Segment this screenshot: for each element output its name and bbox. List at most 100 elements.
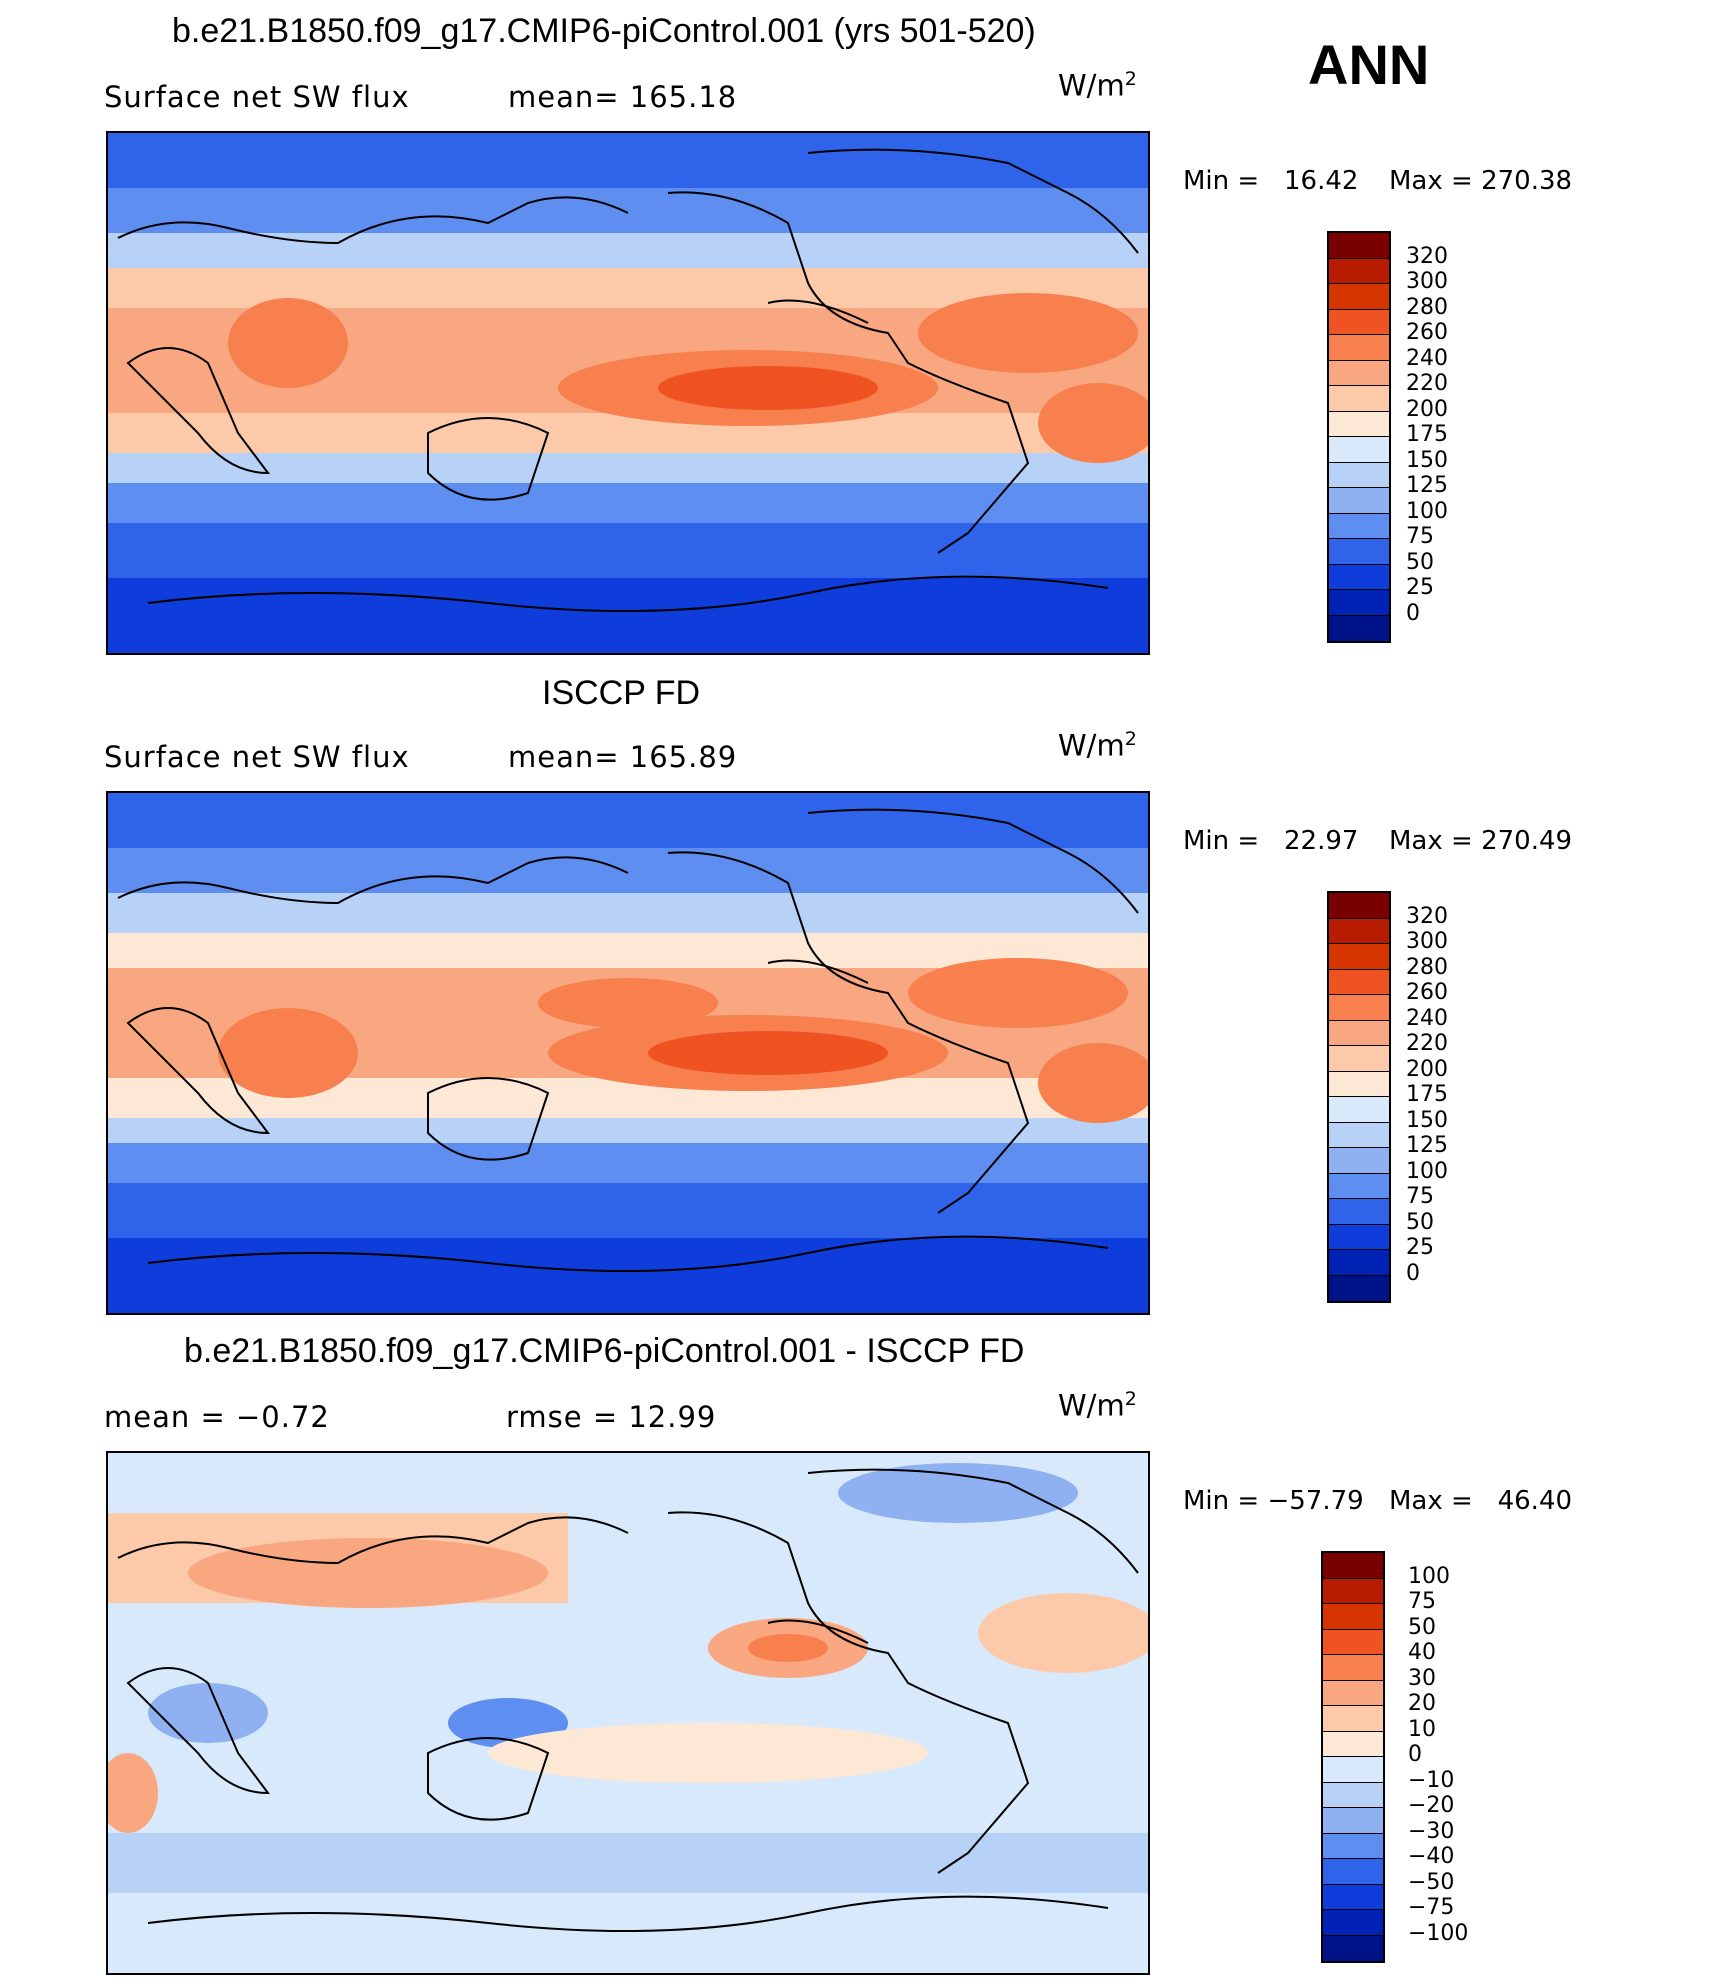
colorbar-tick-label: −75 (1408, 1895, 1455, 1920)
colorbar-swatch (1329, 1224, 1389, 1250)
diff-tropical-pos (488, 1723, 928, 1783)
panel2-map-svg (108, 793, 1148, 1313)
colorbar-swatch (1329, 1275, 1389, 1301)
colorbar-swatch (1323, 1859, 1383, 1885)
colorbar-swatch (1329, 513, 1389, 539)
coastlines (117, 808, 1139, 1272)
atlantic-max (918, 293, 1138, 373)
band-subtrop-south (108, 413, 1148, 453)
band-mid-north (108, 893, 1148, 933)
colorbar-swatch (1323, 1655, 1383, 1681)
panel2-mean-label: mean= 165.89 (508, 740, 738, 774)
colorbar-tick-label: 125 (1406, 473, 1448, 498)
colorbar-swatch (1329, 918, 1389, 944)
panel3-rmse-label: rmse = 12.99 (506, 1400, 717, 1434)
band-antarctica (108, 1238, 1148, 1313)
colorbar-tick-label: 220 (1406, 1031, 1448, 1056)
colorbar-tick-label: 30 (1408, 1665, 1436, 1691)
colorbar-swatch (1329, 284, 1389, 310)
colorbar-tick-label: 25 (1406, 1235, 1434, 1260)
diff-africa-pos (108, 1753, 158, 1833)
colorbar-tick-label: −10 (1408, 1767, 1455, 1793)
colorbar-swatch (1329, 995, 1389, 1021)
colorbar-swatch (1329, 437, 1389, 463)
band-high-north (108, 848, 1148, 893)
coastlines (117, 148, 1139, 612)
season-label: ANN (1308, 33, 1430, 96)
colorbar-swatch (1329, 1071, 1389, 1097)
panel1-colorbar (1327, 231, 1391, 643)
band-polar-north (108, 793, 1148, 848)
band-high-north (108, 188, 1148, 233)
colorbar-swatch (1329, 564, 1389, 590)
colorbar-tick-label: 150 (1406, 1107, 1448, 1133)
colorbar-tick-label: −30 (1408, 1818, 1455, 1844)
colorbar-tick-label: 175 (1406, 422, 1448, 447)
colorbar-swatch (1329, 1250, 1389, 1276)
panel1-units: W/m2 (1058, 68, 1137, 103)
panel1-mean-label: mean= 165.18 (508, 80, 738, 114)
colorbar-swatch (1323, 1629, 1383, 1655)
colorbar-swatch (1329, 386, 1389, 412)
diff-atlantic-pos (978, 1593, 1148, 1673)
colorbar-tick-label: 50 (1408, 1614, 1436, 1640)
colorbar-swatch (1323, 1731, 1383, 1757)
colorbar-tick-label: −100 (1408, 1920, 1469, 1946)
colorbar-tick-label: 320 (1406, 903, 1448, 929)
panel1-map (106, 131, 1150, 655)
colorbar-swatch (1323, 1782, 1383, 1808)
colorbar-tick-label: 0 (1408, 1742, 1422, 1767)
colorbar-tick-label: 75 (1406, 1184, 1434, 1209)
colorbar-tick-label: −50 (1408, 1869, 1455, 1895)
colorbar-tick-label: 75 (1408, 1589, 1436, 1614)
colorbar-swatch (1329, 360, 1389, 386)
case-title: b.e21.B1850.f09_g17.CMIP6-piControl.001 … (172, 12, 1036, 50)
colorbar-tick-label: 100 (1406, 498, 1448, 524)
colorbar-swatch (1329, 1097, 1389, 1123)
panel3-colorbar (1321, 1551, 1385, 1963)
colorbar-tick-label: 260 (1406, 320, 1448, 345)
colorbar-tick-label: −40 (1408, 1844, 1455, 1869)
colorbar-tick-label: 300 (1406, 929, 1448, 954)
band-southern-ocean (108, 523, 1148, 578)
colorbar-tick-label: −20 (1408, 1793, 1455, 1818)
diff-arctic-neg (838, 1463, 1078, 1523)
colorbar-swatch (1323, 1910, 1383, 1936)
panel1-max: Max = 270.38 (1389, 166, 1573, 196)
panel3-map-svg (108, 1453, 1148, 1973)
colorbar-swatch (1323, 1553, 1383, 1579)
colorbar-swatch (1329, 1148, 1389, 1174)
band-polar-north (108, 133, 1148, 188)
diff-pacific-core (748, 1634, 828, 1662)
panel1-min: Min = 16.42 (1183, 166, 1359, 196)
colorbar-swatch (1323, 1680, 1383, 1706)
south-atlantic-max (1038, 383, 1148, 463)
colorbar-swatch (1329, 590, 1389, 616)
colorbar-swatch (1329, 1122, 1389, 1148)
colorbar-swatch (1329, 1020, 1389, 1046)
south-atlantic-max (1038, 1043, 1148, 1123)
colorbar-tick-label: 260 (1406, 980, 1448, 1005)
colorbar-swatch (1329, 309, 1389, 335)
colorbar-tick-label: 0 (1406, 600, 1420, 626)
coastlines (117, 1468, 1139, 1932)
colorbar-tick-label: 200 (1406, 1056, 1448, 1082)
colorbar-tick-label: 40 (1408, 1640, 1436, 1665)
colorbar-swatch (1323, 1578, 1383, 1604)
band-high-south (108, 483, 1148, 523)
colorbar-swatch (1329, 969, 1389, 995)
panel3-title: b.e21.B1850.f09_g17.CMIP6-piControl.001 … (184, 1332, 1025, 1370)
colorbar-swatch (1329, 944, 1389, 970)
panel3-mean-label: mean = −0.72 (104, 1400, 330, 1434)
colorbar-swatch (1329, 488, 1389, 514)
diff-asia-max (188, 1538, 548, 1608)
colorbar-tick-label: 220 (1406, 371, 1448, 396)
colorbar-tick-label: 125 (1406, 1133, 1448, 1158)
band-antarctica (108, 578, 1148, 653)
colorbar-tick-label: 280 (1406, 954, 1448, 980)
colorbar-tick-label: 240 (1406, 1005, 1448, 1031)
colorbar-tick-label: 175 (1406, 1082, 1448, 1107)
colorbar-swatch (1329, 539, 1389, 565)
panel3-max: Max = 46.40 (1389, 1486, 1573, 1516)
colorbar-tick-label: 75 (1406, 524, 1434, 549)
